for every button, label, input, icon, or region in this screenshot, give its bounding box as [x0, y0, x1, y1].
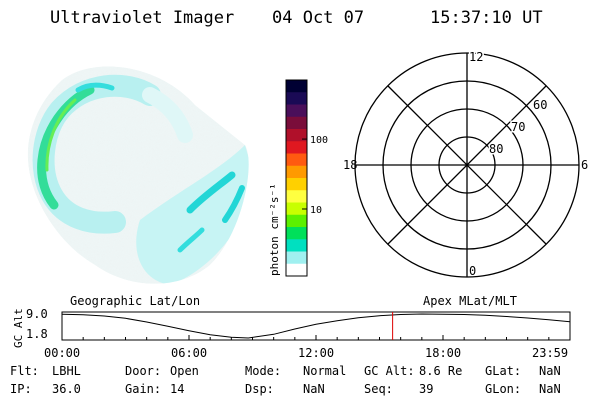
- altitude-line: [61, 313, 571, 339]
- colorbar-segment: [286, 104, 307, 118]
- x-tick-label: 12:00: [298, 346, 335, 360]
- x-tick-label: 06:00: [171, 346, 208, 360]
- colorbar-tick-label: 100: [310, 135, 328, 146]
- colorbar-segment: [286, 178, 307, 191]
- auroral-oval-core: [45, 98, 77, 172]
- polar-label-6: 6: [581, 158, 588, 172]
- auroral-patch-small: [177, 227, 205, 253]
- colorbar-segment: [286, 190, 307, 204]
- colorbar-segment: [286, 214, 307, 228]
- polar-lat-70: 70: [511, 120, 525, 134]
- auroral-patch-lower-right: [186, 171, 236, 214]
- colorbar-unit-label: photon cm⁻²s⁻¹: [268, 183, 281, 276]
- altitude-ylabel: GC Alt: [12, 308, 25, 348]
- polar-label-0: 0: [469, 264, 476, 278]
- colorbar-segment: [286, 251, 307, 265]
- info-label: Mode:: [245, 364, 282, 378]
- polar-plot: 12 12 18 6 0 60 60 70 70 80 80: [343, 49, 588, 279]
- colorbar-segment: [286, 202, 307, 216]
- info-label: Gain:: [125, 382, 162, 396]
- colorbar-segment: [286, 263, 307, 277]
- colorbar-segment: [286, 129, 307, 142]
- info-label: GC Alt:: [364, 364, 415, 378]
- polar-label-18: 18: [343, 158, 357, 172]
- colorbar-segment: [286, 92, 307, 106]
- colorbar-segment: [286, 227, 307, 240]
- polar-lat-60-text: 60: [533, 98, 547, 112]
- info-label: Dsp:: [245, 382, 274, 396]
- info-label: GLon:: [485, 382, 522, 396]
- info-value: 36.0: [52, 382, 81, 396]
- info-value: 8.6 Re: [419, 364, 463, 378]
- polar-lat-70-text: 70: [511, 120, 525, 134]
- info-value: 39: [419, 382, 434, 396]
- info-value: Normal: [303, 364, 347, 378]
- auroral-patch-edge: [222, 185, 245, 223]
- ytick-label-bottom: 1.8: [26, 327, 48, 341]
- ytick-label-top: 9.0: [26, 307, 48, 321]
- x-tick-label: 00:00: [44, 346, 81, 360]
- polar-lat-80: 80: [489, 142, 503, 156]
- colorbar-frame: [285, 79, 308, 277]
- info-value: 14: [170, 382, 185, 396]
- time-label: 15:37:10 UT: [430, 8, 543, 28]
- colorbar-segment: [286, 116, 307, 130]
- info-label: GLat:: [485, 364, 522, 378]
- colorbar-segment: [286, 239, 307, 253]
- polar-lat-60: 60: [533, 98, 547, 112]
- altitude-plot: GC Alt 9.0 1.8: [12, 307, 571, 348]
- info-label: IP:: [10, 382, 32, 396]
- polar-diagonal-2: [387, 85, 547, 245]
- apex-title: Apex MLat/MLT: [423, 294, 517, 308]
- date-label: 04 Oct 07: [272, 8, 365, 28]
- auroral-oval-arc: [142, 87, 193, 143]
- uv-image: [27, 66, 249, 284]
- colorbar-tick-label: 10: [310, 205, 322, 216]
- info-label: Door:: [125, 364, 162, 378]
- colorbar: 100 10 photon cm⁻²s⁻¹: [268, 79, 328, 277]
- info-value: NaN: [303, 382, 325, 396]
- x-tick-label: 23:59: [532, 346, 569, 360]
- polar-label-12-text: 12: [469, 50, 483, 64]
- polar-lat-80-text: 80: [489, 142, 503, 156]
- info-value: LBHL: [52, 364, 81, 378]
- colorbar-segment: [286, 80, 307, 93]
- info-value: NaN: [539, 364, 561, 378]
- colorbar-segment: [286, 141, 307, 155]
- polar-label-12: 12: [469, 50, 483, 64]
- info-value: Open: [170, 364, 199, 378]
- instrument-title: Ultraviolet Imager: [50, 8, 235, 28]
- x-tick-label: 18:00: [425, 346, 462, 360]
- colorbar-segment: [286, 165, 307, 179]
- auroral-top-streak: [75, 82, 115, 93]
- colorbar-segment: [286, 153, 307, 167]
- info-label: Seq:: [364, 382, 393, 396]
- info-value: NaN: [539, 382, 561, 396]
- geographic-title: Geographic Lat/Lon: [70, 294, 201, 308]
- info-label: Flt:: [10, 364, 39, 378]
